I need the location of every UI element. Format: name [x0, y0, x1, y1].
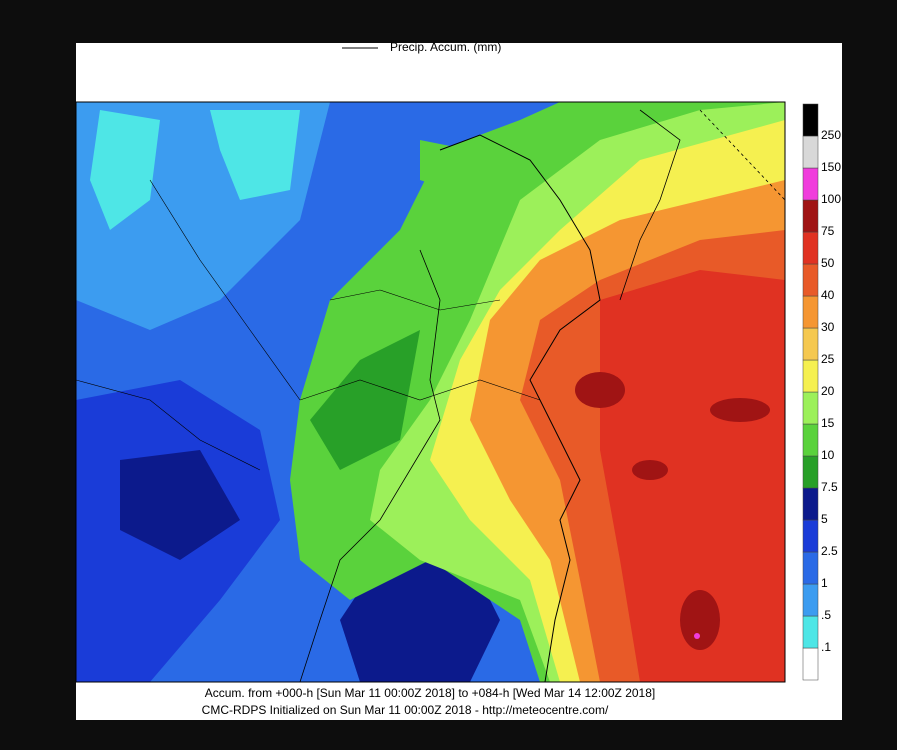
colorbar-box	[802, 295, 819, 329]
colorbar-label: 10	[821, 448, 835, 462]
colorbar-box	[802, 615, 819, 649]
colorbar-box	[802, 647, 819, 681]
colorbar-box	[802, 199, 819, 233]
colorbar-label: .5	[821, 608, 831, 622]
colorbar-box	[802, 167, 819, 201]
footer-line: CMC-RDPS Initialized on Sun Mar 11 00:00…	[202, 703, 609, 717]
colorbar-label: 1	[821, 576, 828, 590]
legend-title: Precip. Accum. (mm)	[390, 40, 501, 54]
colorbar-box	[802, 231, 819, 265]
colorbar-label: 100	[821, 192, 841, 206]
colorbar-label: 7.5	[821, 480, 838, 494]
colorbar-label: 75	[821, 224, 835, 238]
colorbar-label: 40	[821, 288, 835, 302]
colorbar-label: 250	[821, 128, 841, 142]
footer-line: Accum. from +000-h [Sun Mar 11 00:00Z 20…	[205, 686, 655, 700]
colorbar-label: 20	[821, 384, 835, 398]
map	[76, 102, 785, 682]
colorbar-box	[802, 359, 819, 393]
colorbar-box	[802, 327, 819, 361]
colorbar-box	[802, 583, 819, 617]
colorbar-label: 25	[821, 352, 835, 366]
colorbar-box	[802, 391, 819, 425]
colorbar-label: 5	[821, 512, 828, 526]
colorbar-label: 2.5	[821, 544, 838, 558]
colorbar-label: 50	[821, 256, 835, 270]
colorbar-box	[802, 135, 819, 169]
colorbar-label: 30	[821, 320, 835, 334]
colorbar-box	[802, 551, 819, 585]
colorbar: .1 .5 1 2.5 5 7.5 10 15 20 25 30 40 50 75 100 150 250	[802, 103, 841, 681]
colorbar-box	[802, 455, 819, 489]
colorbar-box	[802, 263, 819, 297]
colorbar-box	[802, 423, 819, 457]
colorbar-label: 15	[821, 416, 835, 430]
colorbar-label: 150	[821, 160, 841, 174]
colorbar-label: .1	[821, 640, 831, 654]
colorbar-box	[802, 487, 819, 521]
colorbar-box	[802, 103, 819, 137]
colorbar-box	[802, 519, 819, 553]
map-border	[75, 101, 786, 683]
